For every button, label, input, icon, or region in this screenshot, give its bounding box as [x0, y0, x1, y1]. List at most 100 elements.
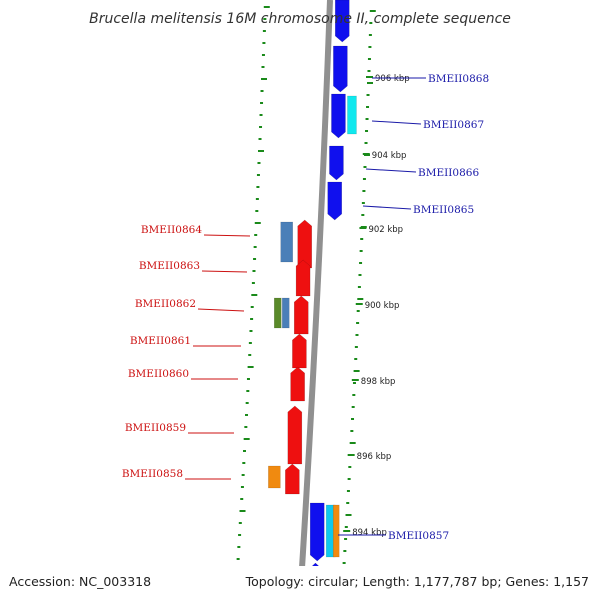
outer-scale-dot	[364, 142, 368, 144]
inner-scale-dot	[249, 330, 253, 332]
outer-scale-dot	[363, 166, 367, 168]
forward-gene-feature	[347, 95, 357, 135]
reverse-gene-arrow	[295, 259, 311, 297]
reverse-gene-label[interactable]: BMEII0860	[128, 368, 189, 380]
outer-scale-dot	[366, 106, 370, 108]
inner-scale-dot	[260, 90, 264, 92]
inner-scale-dot	[240, 486, 244, 488]
inner-scale-dot	[241, 474, 245, 476]
outer-scale-dot	[359, 250, 363, 252]
scale-tick-mark	[355, 303, 363, 305]
inner-scale-dot	[238, 522, 242, 524]
scale-tick-mark	[343, 530, 351, 532]
accession-text: Accession: NC_003318	[9, 574, 151, 589]
inner-scale-dot	[252, 270, 256, 272]
outer-scale-dot	[362, 190, 366, 192]
outer-scale-dot	[355, 334, 359, 336]
scale-tick-label: 902 kbp	[368, 225, 403, 235]
inner-scale-dot	[263, 6, 270, 8]
reverse-gene-feature	[280, 221, 293, 263]
scale-tick-label: 896 kbp	[357, 452, 392, 462]
label-connector	[371, 120, 422, 125]
inner-scale-dot	[263, 18, 267, 20]
inner-scale-dot	[259, 126, 263, 128]
forward-gene-label[interactable]: BMEII0866	[418, 167, 479, 179]
scale-tick-label: 906 kbp	[375, 74, 410, 84]
chromosome-backbone	[297, 0, 333, 600]
forward-gene-label[interactable]: BMEII0867	[423, 119, 484, 131]
inner-scale-dot	[248, 354, 252, 356]
label-connector	[201, 270, 248, 273]
scale-tick-mark	[366, 76, 374, 78]
outer-scale-dot	[349, 442, 356, 444]
reverse-gene-feature	[273, 297, 282, 329]
outer-scale-dot	[368, 46, 372, 48]
topology-text: Topology: circular; Length: 1,177,787 bp…	[245, 574, 589, 589]
inner-scale-dot	[247, 366, 254, 368]
inner-scale-dot	[243, 450, 246, 452]
inner-scale-dot	[251, 294, 258, 296]
outer-scale-dot	[367, 58, 371, 60]
inner-scale-dot	[248, 342, 252, 344]
outer-scale-dot	[357, 298, 364, 300]
inner-scale-dot	[257, 162, 261, 164]
outer-scale-dot	[344, 538, 348, 540]
inner-scale-dot	[245, 402, 249, 404]
reverse-gene-label[interactable]: BMEII0861	[130, 335, 191, 347]
forward-gene-label[interactable]: BMEII0857	[388, 530, 449, 542]
outer-scale-dot	[361, 202, 365, 204]
reverse-gene-label[interactable]: BMEII0859	[125, 422, 186, 434]
outer-scale-dot	[360, 238, 364, 240]
forward-gene-label[interactable]: BMEII0868	[428, 73, 489, 85]
scale-tick-label: 894 kbp	[352, 528, 387, 538]
reverse-gene-label[interactable]: BMEII0858	[122, 468, 183, 480]
outer-scale-dot	[348, 466, 352, 468]
inner-scale-dot	[256, 186, 260, 188]
outer-scale-dot	[346, 502, 350, 504]
outer-scale-dot	[342, 562, 346, 564]
forward-gene-arrow	[309, 502, 325, 562]
inner-scale-dot	[239, 510, 246, 512]
inner-scale-dot	[238, 534, 242, 536]
reverse-gene-label[interactable]: BMEII0863	[139, 260, 200, 272]
inner-scale-dot	[237, 546, 241, 548]
outer-scale-dot	[367, 82, 374, 84]
inner-scale-dot	[255, 210, 259, 212]
gene-features	[268, 0, 357, 600]
label-connector	[365, 168, 417, 173]
forward-gene-arrow	[329, 145, 344, 181]
scale-tick-label: 904 kbp	[372, 151, 407, 161]
scale-tick-label: 898 kbp	[361, 377, 396, 387]
scale-tick-mark	[351, 379, 359, 381]
inner-scale-dot	[236, 558, 240, 560]
reverse-gene-label[interactable]: BMEII0862	[135, 298, 196, 310]
inner-scale-dot	[255, 198, 259, 200]
gene-labels: BMEII0868 BMEII0867 BMEII0866 BMEII0865 BMEI…	[122, 73, 489, 542]
outer-scale-dot	[365, 130, 369, 132]
outer-scale-dot	[368, 34, 372, 36]
reverse-gene-label[interactable]: BMEII0864	[141, 224, 202, 236]
inner-scale-dot	[259, 114, 263, 116]
reverse-gene-feature	[268, 465, 281, 489]
outer-scale-dot	[369, 22, 373, 24]
scale-tick-mark	[359, 227, 367, 229]
scale-tick-mark	[362, 153, 370, 155]
outer-scale-dot	[353, 370, 360, 372]
inner-scale-dot	[246, 378, 250, 380]
inner-scale-dot	[243, 438, 250, 440]
reverse-gene-arrow	[287, 405, 303, 465]
reverse-gene-arrow	[290, 366, 305, 402]
inner-scale-dot	[262, 42, 266, 44]
inner-scale-dot	[261, 54, 265, 56]
outer-scale-dot	[367, 70, 371, 72]
outer-scale-dot	[352, 394, 356, 396]
outer-scale-dot	[366, 94, 370, 96]
forward-gene-label[interactable]: BMEII0865	[413, 204, 474, 216]
outer-scale-dot	[344, 526, 348, 528]
outer-scale-dot	[359, 262, 363, 264]
inner-scale-dot	[240, 498, 244, 500]
reverse-gene-arrow	[292, 333, 307, 369]
label-connector	[203, 234, 251, 237]
outer-scale-dot	[352, 382, 356, 384]
